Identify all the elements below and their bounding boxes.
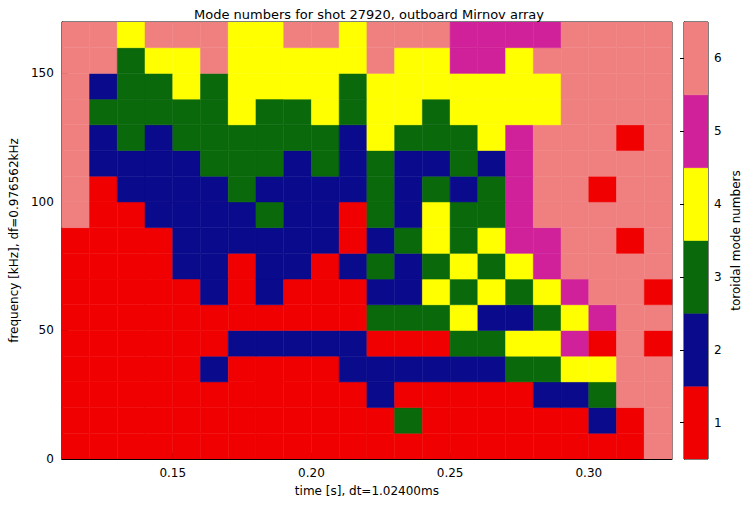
svg-text:0: 0 xyxy=(46,452,54,466)
svg-text:0.15: 0.15 xyxy=(159,466,186,480)
svg-text:150: 150 xyxy=(31,66,54,80)
svg-text:frequency [kHz], df=0.976562kH: frequency [kHz], df=0.976562kHz xyxy=(7,138,21,343)
svg-text:100: 100 xyxy=(31,195,54,209)
svg-text:toroidal mode numbers: toroidal mode numbers xyxy=(729,170,743,310)
svg-text:2: 2 xyxy=(714,343,722,357)
svg-text:1: 1 xyxy=(714,416,722,430)
svg-text:0.30: 0.30 xyxy=(575,466,602,480)
svg-text:time [s], dt=1.02400ms: time [s], dt=1.02400ms xyxy=(295,484,439,498)
svg-text:0.25: 0.25 xyxy=(437,466,464,480)
svg-text:0.20: 0.20 xyxy=(298,466,325,480)
svg-text:5: 5 xyxy=(714,124,722,138)
svg-text:50: 50 xyxy=(39,323,54,337)
svg-text:6: 6 xyxy=(714,51,722,65)
svg-text:Mode numbers for shot 27920, o: Mode numbers for shot 27920, outboard Mi… xyxy=(194,7,544,22)
svg-text:3: 3 xyxy=(714,270,722,284)
svg-text:4: 4 xyxy=(714,197,722,211)
